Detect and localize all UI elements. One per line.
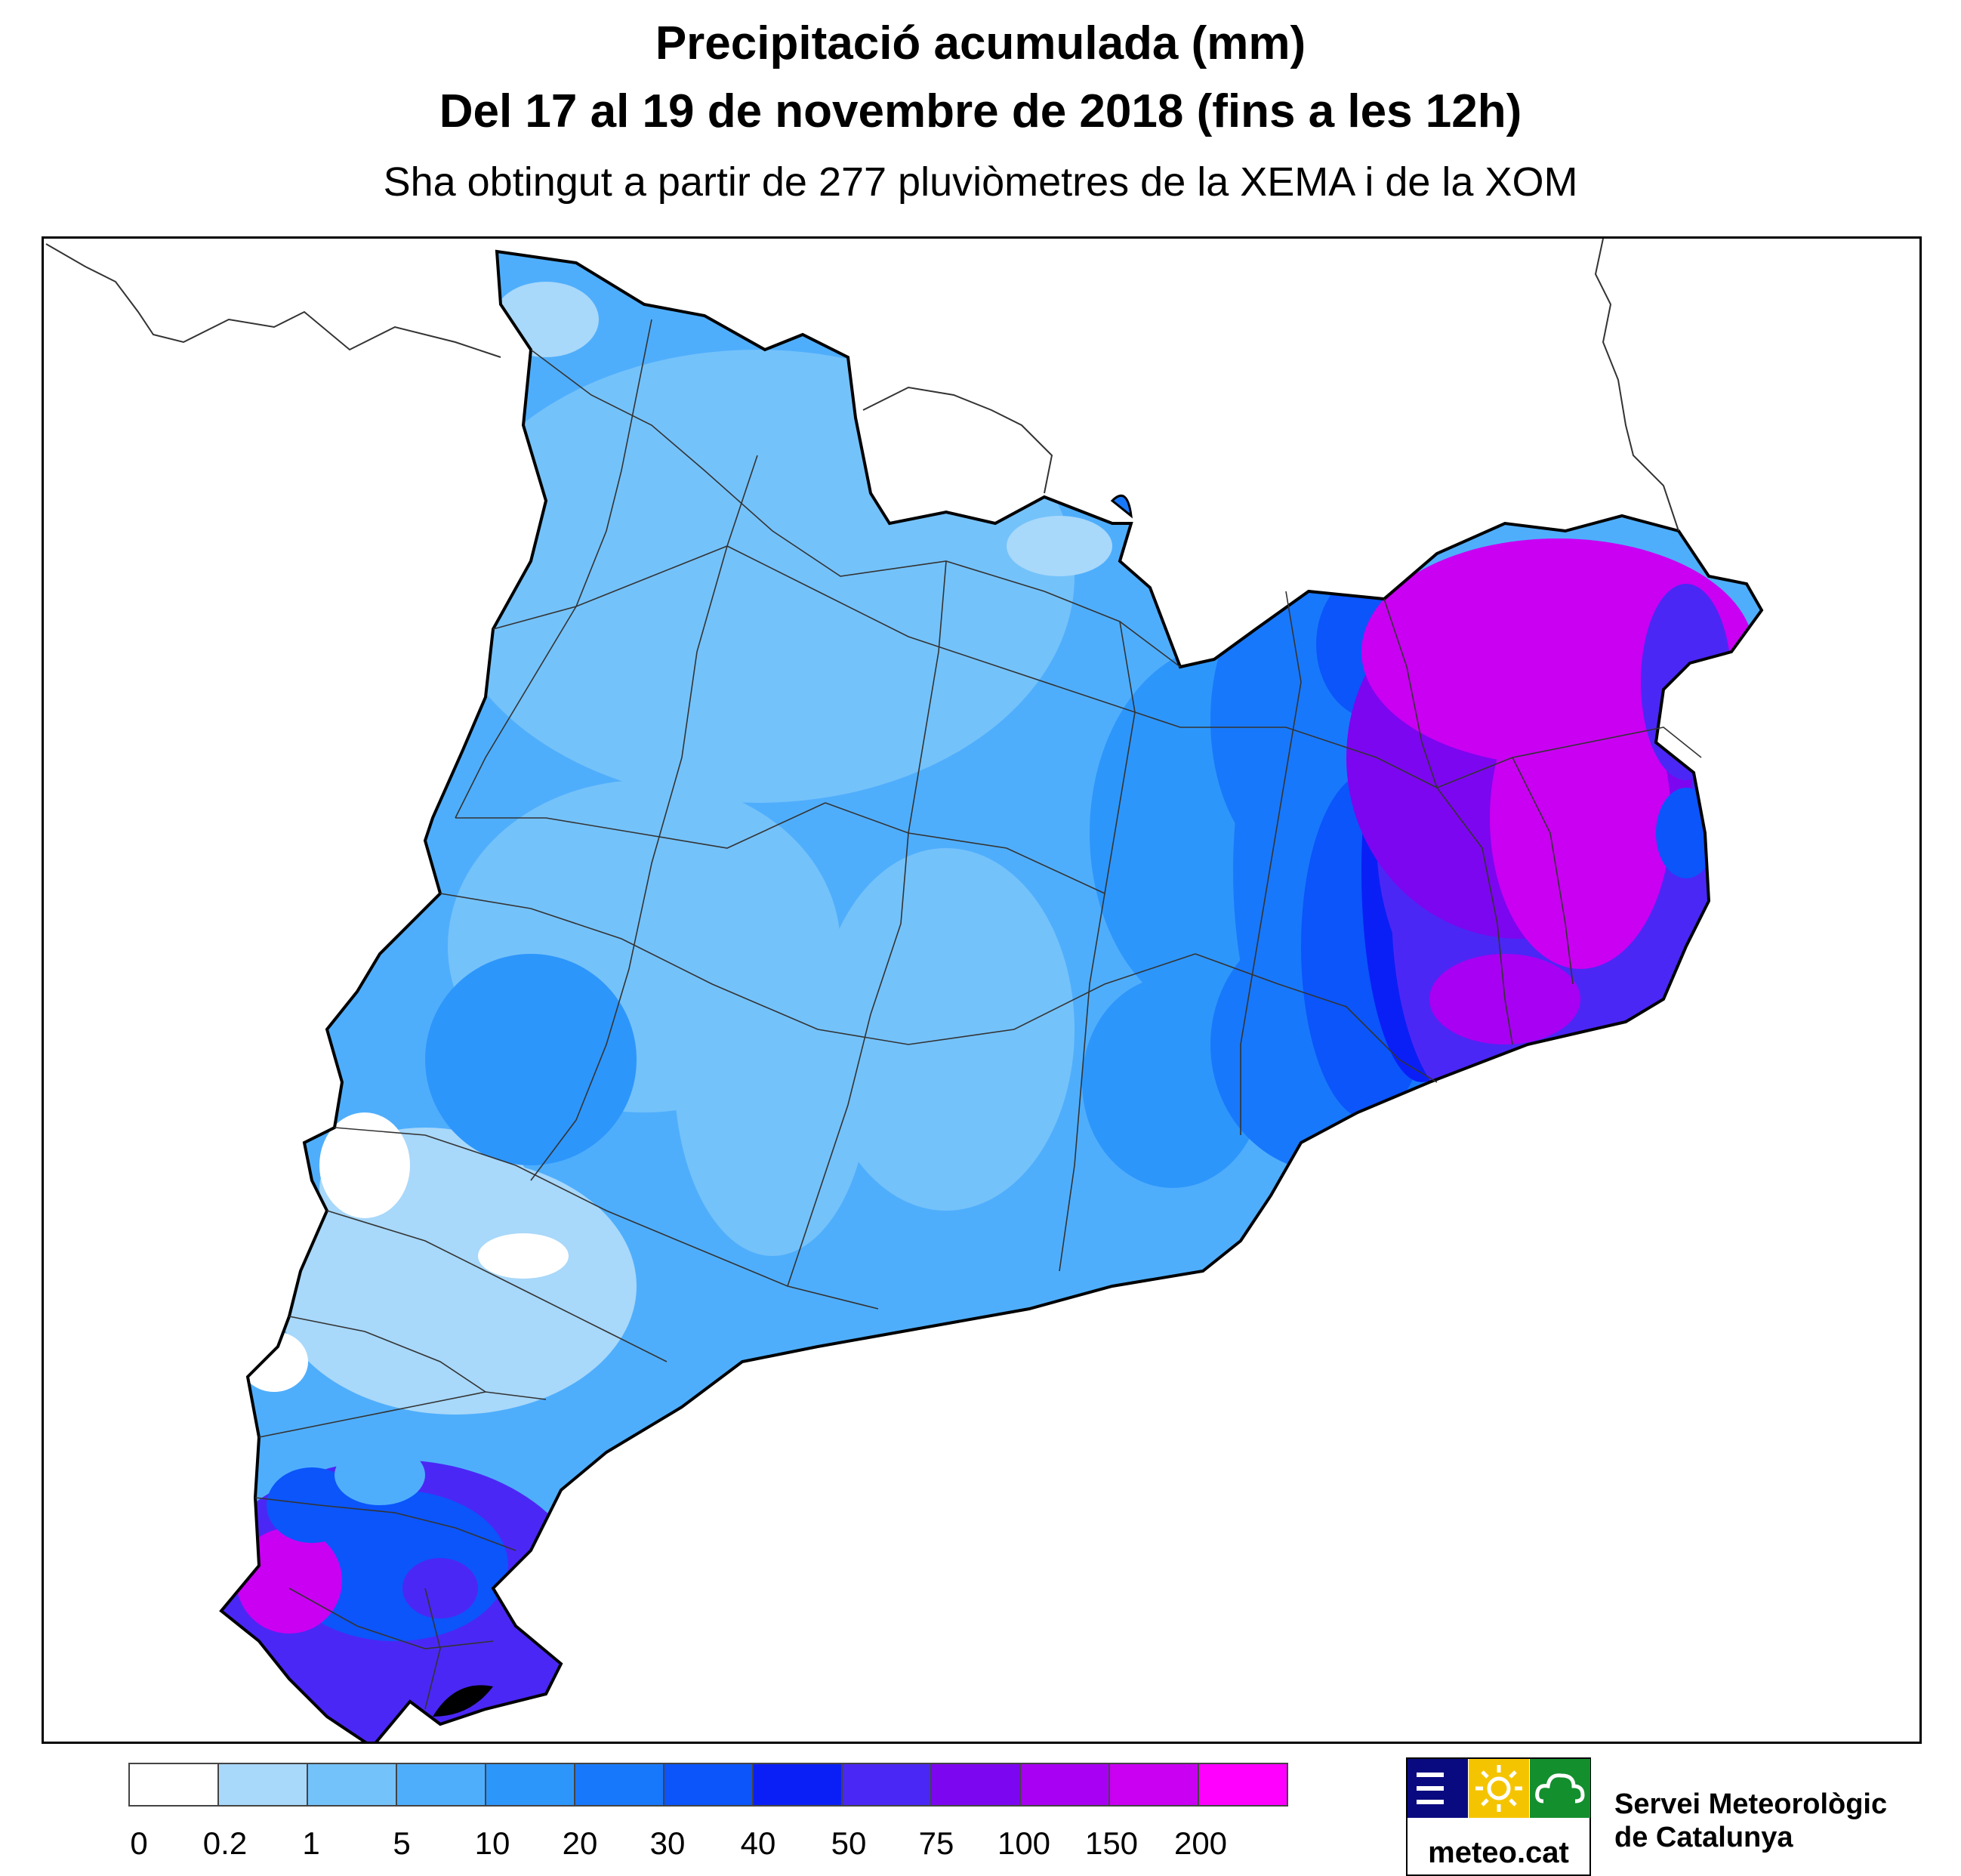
legend-swatch: [396, 1763, 486, 1807]
comarca-boundaries: [254, 319, 1702, 1710]
precipitation-map: [45, 239, 1764, 1742]
precip-region: [440, 350, 1075, 803]
precip-region: [335, 1445, 425, 1505]
org-line-2: de Catalunya: [1614, 1822, 1793, 1853]
precip-region: [1641, 584, 1731, 780]
precipitation-fill: [221, 251, 1762, 1742]
sun-icon: [1469, 1759, 1529, 1818]
legend-swatch: [1108, 1763, 1199, 1807]
legend-swatch: [1198, 1763, 1288, 1807]
map-frame: [42, 236, 1922, 1744]
legend-swatch: [307, 1763, 397, 1807]
ebro-delta-lagoon: [433, 1685, 493, 1717]
meteocat-logo: meteo.cat: [1406, 1757, 1591, 1876]
precip-region: [674, 893, 871, 1256]
precip-region: [425, 954, 637, 1165]
legend-tick-label: 40: [740, 1825, 776, 1861]
neighbour-borders: [45, 239, 1679, 532]
legend-swatch: [752, 1763, 843, 1807]
legend-swatch: [574, 1763, 664, 1807]
map-date-range: Del 17 al 19 de novembre de 2018 (fins a…: [439, 85, 1522, 137]
cloud-icon: [1530, 1759, 1590, 1818]
precip-region: [818, 848, 1075, 1211]
legend-tick-label: 30: [649, 1825, 686, 1861]
precip-region: [319, 1112, 410, 1218]
legend-tick-label: 75: [918, 1825, 954, 1861]
legend-swatch: [1019, 1763, 1110, 1807]
precip-region: [1490, 667, 1671, 969]
legend-swatch: [663, 1763, 754, 1807]
legend-tick-label: 5: [393, 1825, 411, 1861]
map-title: Precipitació acumulada (mm): [655, 17, 1306, 69]
precip-region: [478, 1233, 569, 1279]
map-subtitle: Sha obtingut a partir de 277 pluviòmetre…: [383, 159, 1578, 205]
legend-swatch: [217, 1763, 308, 1807]
legend-tick-label: 100: [997, 1825, 1051, 1861]
legend-swatch: [930, 1763, 1021, 1807]
legend-tick-label: 0: [130, 1825, 148, 1861]
precip-region: [402, 1558, 478, 1618]
legend-tick-label: 200: [1173, 1825, 1228, 1861]
precip-region: [236, 1528, 342, 1634]
legend-tick-label: 0.2: [202, 1825, 248, 1861]
legend-tick-label: 150: [1084, 1825, 1139, 1861]
precip-region: [1007, 516, 1112, 576]
org-line-1: Servei Meteorològic: [1614, 1788, 1888, 1820]
logo-text: meteo.cat: [1428, 1836, 1569, 1869]
organization-name: Servei Meteorològic de Catalunya: [1614, 1788, 1887, 1854]
legend-swatch: [128, 1763, 219, 1807]
lake: [1110, 494, 1133, 519]
legend-tick-label: 1: [302, 1825, 320, 1861]
menu-lines-icon: [1408, 1759, 1468, 1818]
precip-region: [267, 1467, 357, 1543]
catalonia-border: [219, 249, 1764, 1742]
legend-tick-label: 50: [831, 1825, 867, 1861]
legend-tick-label: 20: [562, 1825, 598, 1861]
legend-swatch: [485, 1763, 575, 1807]
legend-swatch: [841, 1763, 932, 1807]
legend-tick-label: 10: [474, 1825, 510, 1861]
